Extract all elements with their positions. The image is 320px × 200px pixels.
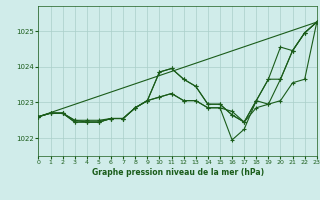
X-axis label: Graphe pression niveau de la mer (hPa): Graphe pression niveau de la mer (hPa) — [92, 168, 264, 177]
